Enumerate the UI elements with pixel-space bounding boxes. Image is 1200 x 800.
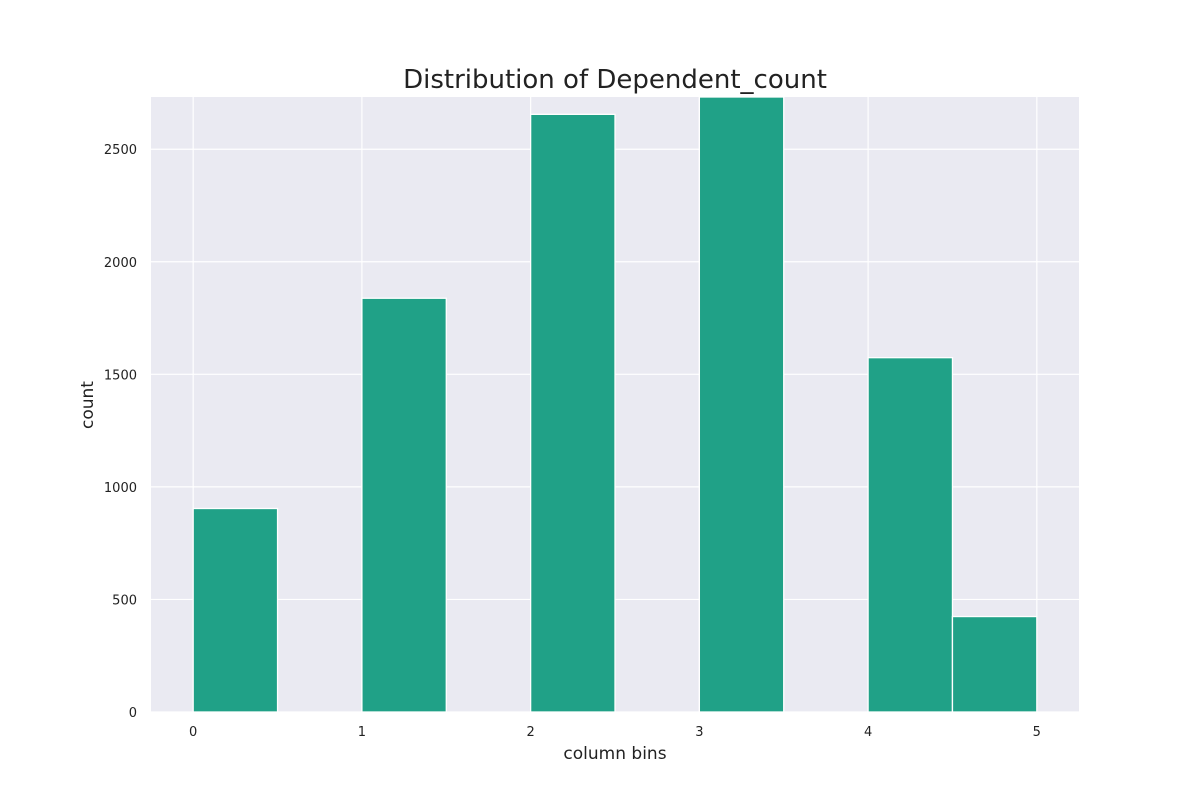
x-tick-label: 4 bbox=[864, 725, 872, 740]
histogram-bar bbox=[361, 297, 447, 713]
y-axis-label: count bbox=[78, 381, 98, 429]
bars bbox=[192, 96, 1038, 713]
y-tick-label: 500 bbox=[112, 593, 137, 608]
x-tick-label: 1 bbox=[358, 725, 366, 740]
x-axis-label: column bins bbox=[563, 744, 666, 764]
x-tick-label: 5 bbox=[1033, 725, 1041, 740]
y-tick-labels: 0 500 1000 1500 2000 2500 bbox=[104, 143, 137, 721]
y-tick-label: 1000 bbox=[104, 481, 137, 496]
x-tick-label: 0 bbox=[189, 725, 197, 740]
y-tick-label: 2500 bbox=[104, 143, 137, 158]
y-tick-label: 1500 bbox=[104, 368, 137, 383]
y-tick-label: 0 bbox=[129, 706, 137, 721]
y-tick-label: 2000 bbox=[104, 256, 137, 271]
histogram-bar bbox=[192, 507, 279, 713]
x-tick-label: 3 bbox=[695, 725, 703, 740]
x-tick-labels: 0 1 2 3 4 5 bbox=[189, 725, 1041, 740]
histogram-bar bbox=[951, 615, 1038, 713]
histogram-bar bbox=[529, 113, 616, 713]
histogram-bar bbox=[698, 96, 785, 713]
x-tick-label: 2 bbox=[526, 725, 534, 740]
histogram-bar bbox=[867, 357, 954, 713]
chart-title: Distribution of Dependent_count bbox=[403, 65, 827, 95]
